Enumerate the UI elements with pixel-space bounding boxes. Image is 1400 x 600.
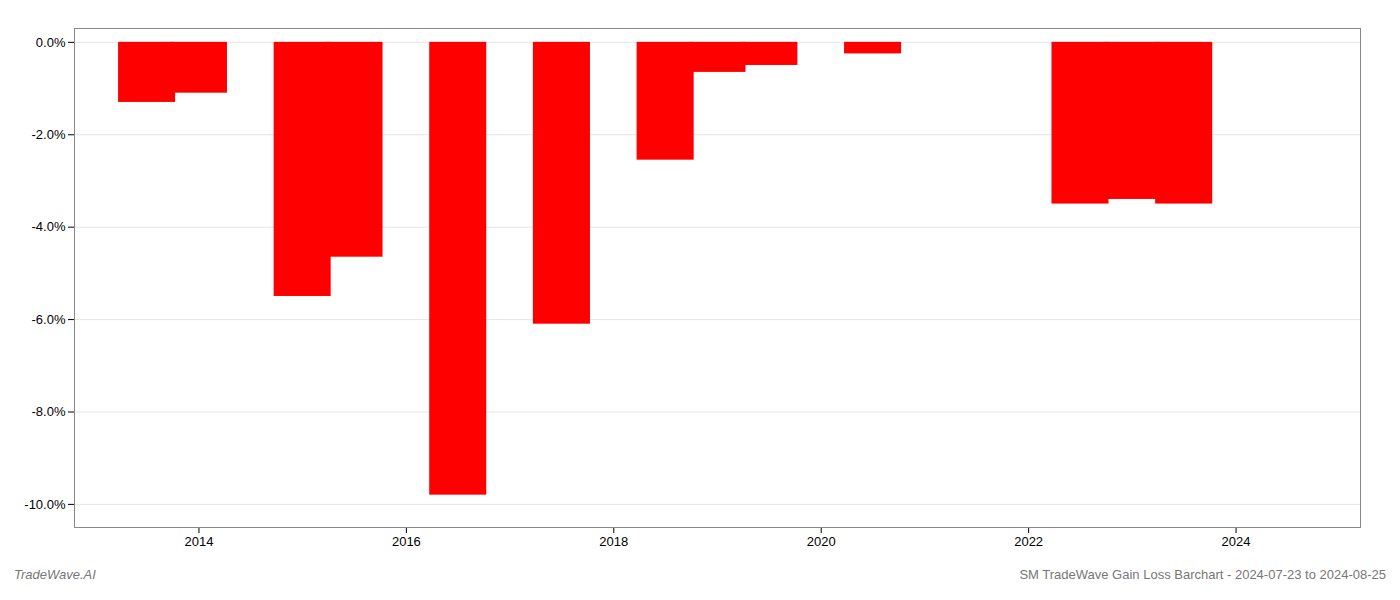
svg-text:2014: 2014 — [184, 534, 213, 549]
svg-text:0.0%: 0.0% — [36, 35, 66, 50]
html-text:SM TradeWave Gain Loss Barchar: SM TradeWave Gain Loss Barchart - 2024-0… — [1019, 567, 1386, 582]
svg-text:-10.0%: -10.0% — [24, 497, 66, 512]
svg-text:-2.0%: -2.0% — [32, 127, 66, 142]
svg-text:2016: 2016 — [392, 534, 421, 549]
svg-text:2020: 2020 — [807, 534, 836, 549]
svg-text:2022: 2022 — [1014, 534, 1043, 549]
svg-text:-4.0%: -4.0% — [32, 219, 66, 234]
svg-text:2018: 2018 — [599, 534, 628, 549]
svg-text:2024: 2024 — [1222, 534, 1251, 549]
html-text:TradeWave.AI: TradeWave.AI — [14, 567, 96, 582]
svg-text:-8.0%: -8.0% — [32, 404, 66, 419]
svg-text:-6.0%: -6.0% — [32, 312, 66, 327]
